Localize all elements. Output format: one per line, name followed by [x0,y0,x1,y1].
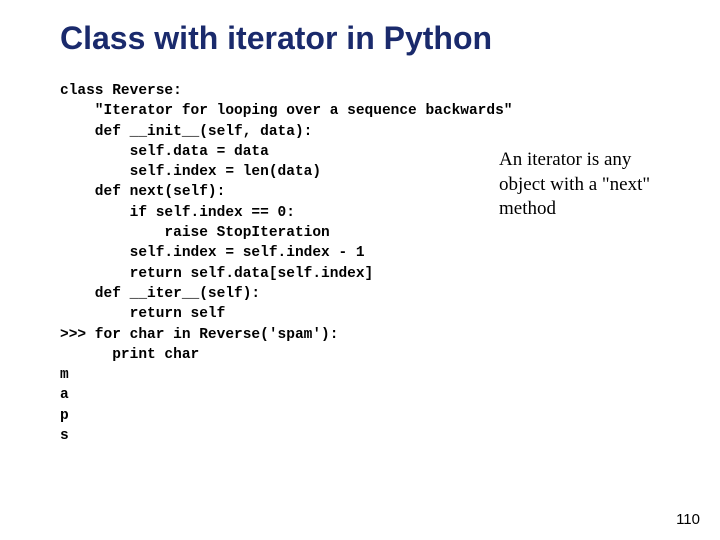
annotation-text: An iterator is any object with a "next" … [499,148,674,222]
code-block: class Reverse: "Iterator for looping ove… [60,81,670,446]
slide-container: Class with iterator in Python class Reve… [0,0,720,540]
slide-title: Class with iterator in Python [60,20,670,57]
page-number: 110 [676,511,700,528]
